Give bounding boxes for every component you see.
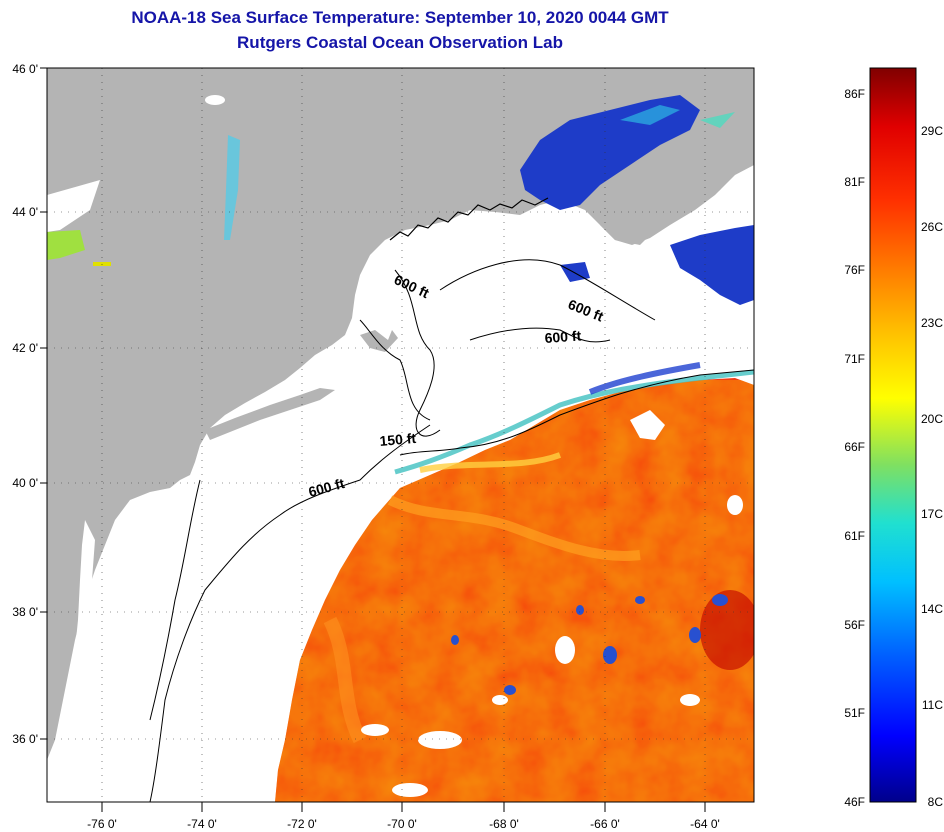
bathymetry-contours	[149, 259, 754, 802]
frontal-filament	[323, 616, 367, 744]
longitude-label: -66 0'	[590, 817, 620, 831]
colorbar-c-label: 8C	[928, 795, 944, 809]
colorbar-f-label: 76F	[844, 263, 865, 277]
longitude-label: -74 0'	[187, 817, 217, 831]
longitude-label: -76 0'	[87, 817, 117, 831]
contour-label: 150 ft	[379, 430, 417, 449]
land-mass	[47, 68, 754, 760]
long-island	[205, 388, 335, 440]
frontal-filament	[387, 495, 641, 561]
longitude-label: -64 0'	[690, 817, 720, 831]
lake-sst	[47, 230, 85, 260]
map-panel	[47, 68, 754, 802]
colorbar-c-label: 14C	[921, 602, 943, 616]
map-title: NOAA-18 Sea Surface Temperature: Septemb…	[131, 8, 669, 27]
latitude-label: 42 0'	[12, 341, 38, 355]
colorbar-f-label: 51F	[844, 706, 865, 720]
colorbar-f-label: 61F	[844, 529, 865, 543]
colorbar-f-label: 46F	[844, 795, 865, 809]
colorbar-c-label: 20C	[921, 412, 943, 426]
colorbar-c-label: 11C	[922, 698, 943, 712]
map-subtitle: Rutgers Coastal Ocean Observation Lab	[237, 33, 563, 52]
warm-core	[700, 590, 754, 670]
colorbar-c-label: 29C	[921, 124, 943, 138]
latitude-label: 40 0'	[12, 476, 38, 490]
latitude-label: 46 0'	[12, 62, 38, 76]
coastline-maine	[389, 197, 549, 241]
colorbar	[869, 67, 917, 803]
colorbar-f-label: 81F	[844, 175, 865, 189]
axis-ticks	[40, 67, 706, 812]
longitude-label: -70 0'	[387, 817, 417, 831]
colorbar-f-label: 71F	[844, 352, 865, 366]
colorbar-c-label: 26C	[921, 220, 943, 234]
delaware-bay	[138, 495, 160, 540]
lake	[47, 180, 100, 232]
colorbar-f-label: 86F	[844, 87, 865, 101]
latitude-label: 38 0'	[12, 605, 38, 619]
lake-sst	[224, 135, 240, 240]
cool-water-region	[520, 95, 700, 210]
cool-patches	[451, 594, 728, 695]
colorbar-c-label: 23C	[921, 316, 943, 330]
colorbar-f-label: 56F	[844, 618, 865, 632]
frontal-filament	[419, 452, 562, 473]
cape-cod	[360, 330, 398, 352]
nova-scotia	[600, 135, 754, 245]
chesapeake-bay	[66, 520, 95, 760]
colorbar-f-label: 66F	[844, 440, 865, 454]
colorbar-c-label: 17C	[921, 507, 943, 521]
cloud-patches	[361, 410, 743, 797]
longitude-label: -72 0'	[287, 817, 317, 831]
map-frame	[46, 67, 755, 803]
latitude-label: 36 0'	[12, 732, 38, 746]
shelf-edge-cool-band	[394, 369, 754, 475]
lake	[205, 95, 225, 105]
contour-label: 600 ft	[544, 327, 582, 346]
latitude-label: 44 0'	[12, 205, 38, 219]
longitude-label: -68 0'	[489, 817, 519, 831]
